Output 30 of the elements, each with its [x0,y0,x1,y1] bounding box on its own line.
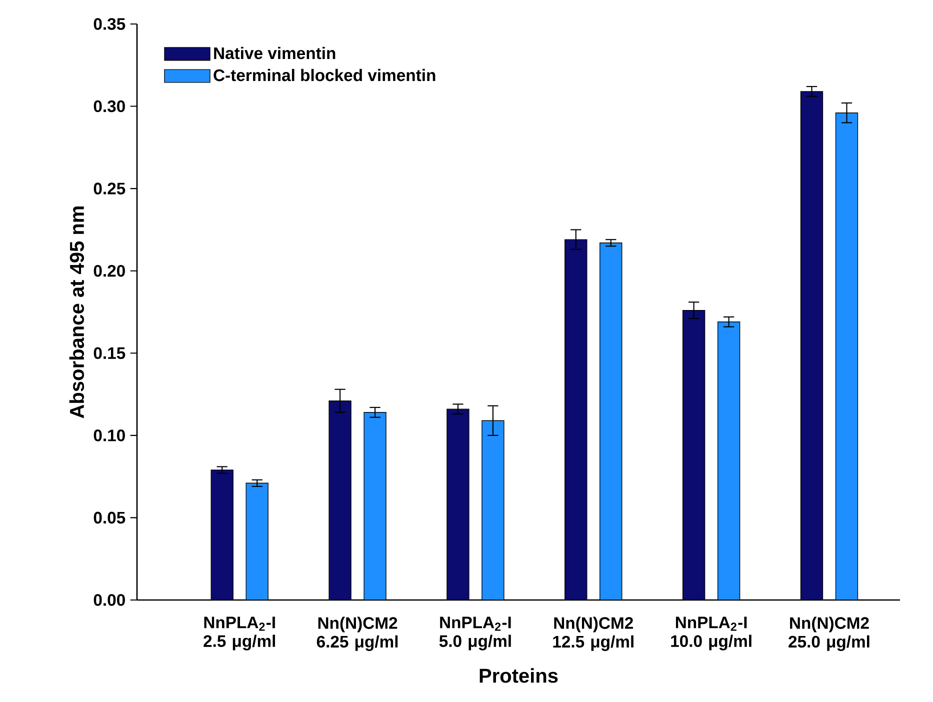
x-tick-label: NnPLA$_{2}$-I 5.0 μg/ml [439,616,511,650]
bar [717,322,740,600]
x-tick-label: NnPLA$_{2}$-I 10.0 μg/ml [671,616,752,650]
x-axis-title: Proteins [480,668,558,683]
y-tick-label: 0.35 [94,18,126,30]
x-tick-label: Nn(N)CM2 6.25 μg/ml [316,616,398,651]
legend-label: C-terminal blocked vimentin [214,68,436,82]
y-tick-label: 0.30 [94,100,125,112]
x-tick-label: NnPLA$_{2}$-I 2.5 μg/ml [204,616,276,650]
bar [482,420,504,600]
bar [564,239,588,600]
y-tick-label: 0.25 [94,182,126,194]
legend-label: Native vimentin [214,46,336,60]
bar [600,242,622,600]
bar [210,470,234,600]
bar [446,408,470,600]
y-tick-label: 0.20 [94,264,125,277]
bar [682,310,706,600]
y-tick-label: 0.05 [94,512,126,524]
bar [246,482,268,600]
y-tick-label: 0.15 [94,347,126,360]
bar [800,91,824,600]
bar [835,112,858,600]
bar [364,412,386,600]
bar [328,400,352,600]
x-tick-label: Nn(N)CM2 25.0 μg/ml [788,616,870,651]
x-tick-label: Nn(N)CM2 12.5 μg/ml [553,616,634,651]
y-tick-label: 0.00 [94,594,125,606]
y-tick-label: 0.10 [94,430,125,442]
y-axis-title: Absorbance at 495 nm [69,206,84,418]
